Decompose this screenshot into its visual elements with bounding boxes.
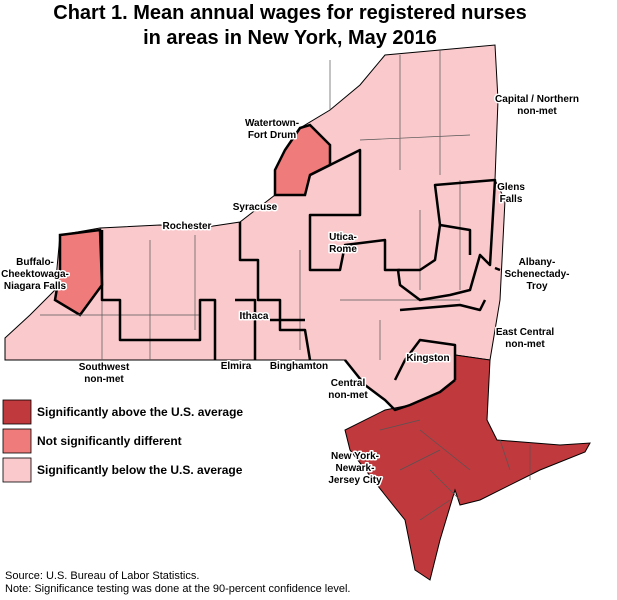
note: Note: Significance testing was done at t… [5, 583, 351, 595]
source: Source: U.S. Bureau of Labor Statistics. [5, 570, 199, 582]
area-label: non-met [505, 339, 545, 350]
title-line: Chart 1. Mean annual wages for registere… [53, 2, 526, 24]
legend-swatch [2, 457, 32, 483]
area-boundaries [100, 148, 501, 412]
area-label: Ithaca [240, 311, 269, 322]
area-label: Falls [500, 194, 523, 205]
area-label: non-met [84, 374, 124, 385]
area-label: Fort Drum [248, 130, 296, 141]
legend: Significantly above the U.S. average Not… [2, 399, 243, 483]
area-label: non-met [328, 390, 368, 401]
area-label: New York- [331, 451, 379, 462]
region-not-different [273, 123, 332, 197]
legend-label: Significantly below the U.S. average [37, 463, 243, 477]
area-label: Jersey City [328, 475, 382, 486]
area-label: Binghamton [270, 361, 328, 372]
area-label: Newark- [336, 463, 375, 474]
area-label: Kingston [406, 353, 449, 364]
area-label: Albany- [519, 257, 556, 268]
map [4, 44, 591, 581]
area-labels: Watertown- Fort Drum Capital / Northern … [0, 93, 580, 488]
legend-swatch [2, 428, 32, 454]
area-label: Troy [526, 281, 548, 292]
area-label: Central [331, 378, 366, 389]
area-label: East Central [496, 327, 555, 338]
area-label: Buffalo- [16, 257, 54, 268]
legend-label: Significantly above the U.S. average [37, 405, 243, 419]
legend-swatch [2, 399, 32, 425]
area-label: Southwest [79, 362, 130, 373]
area-label: Capital / Northern [495, 94, 579, 105]
area-label: Rome [329, 244, 357, 255]
area-label: Schenectady- [504, 269, 569, 280]
area-label: Rochester [163, 221, 212, 232]
area-label: Utica- [329, 232, 357, 243]
legend-label: Not significantly different [37, 434, 182, 448]
title-line: in areas in New York, May 2016 [143, 27, 437, 49]
area-label: Syracuse [233, 202, 278, 213]
area-label: Elmira [221, 361, 252, 372]
area-label: Watertown- [245, 118, 299, 129]
area-label: Glens [497, 182, 525, 193]
area-label: Niagara Falls [4, 281, 67, 292]
area-label: non-met [517, 106, 557, 117]
county-lines [40, 50, 531, 521]
area-label: Cheektowaga- [1, 269, 69, 280]
